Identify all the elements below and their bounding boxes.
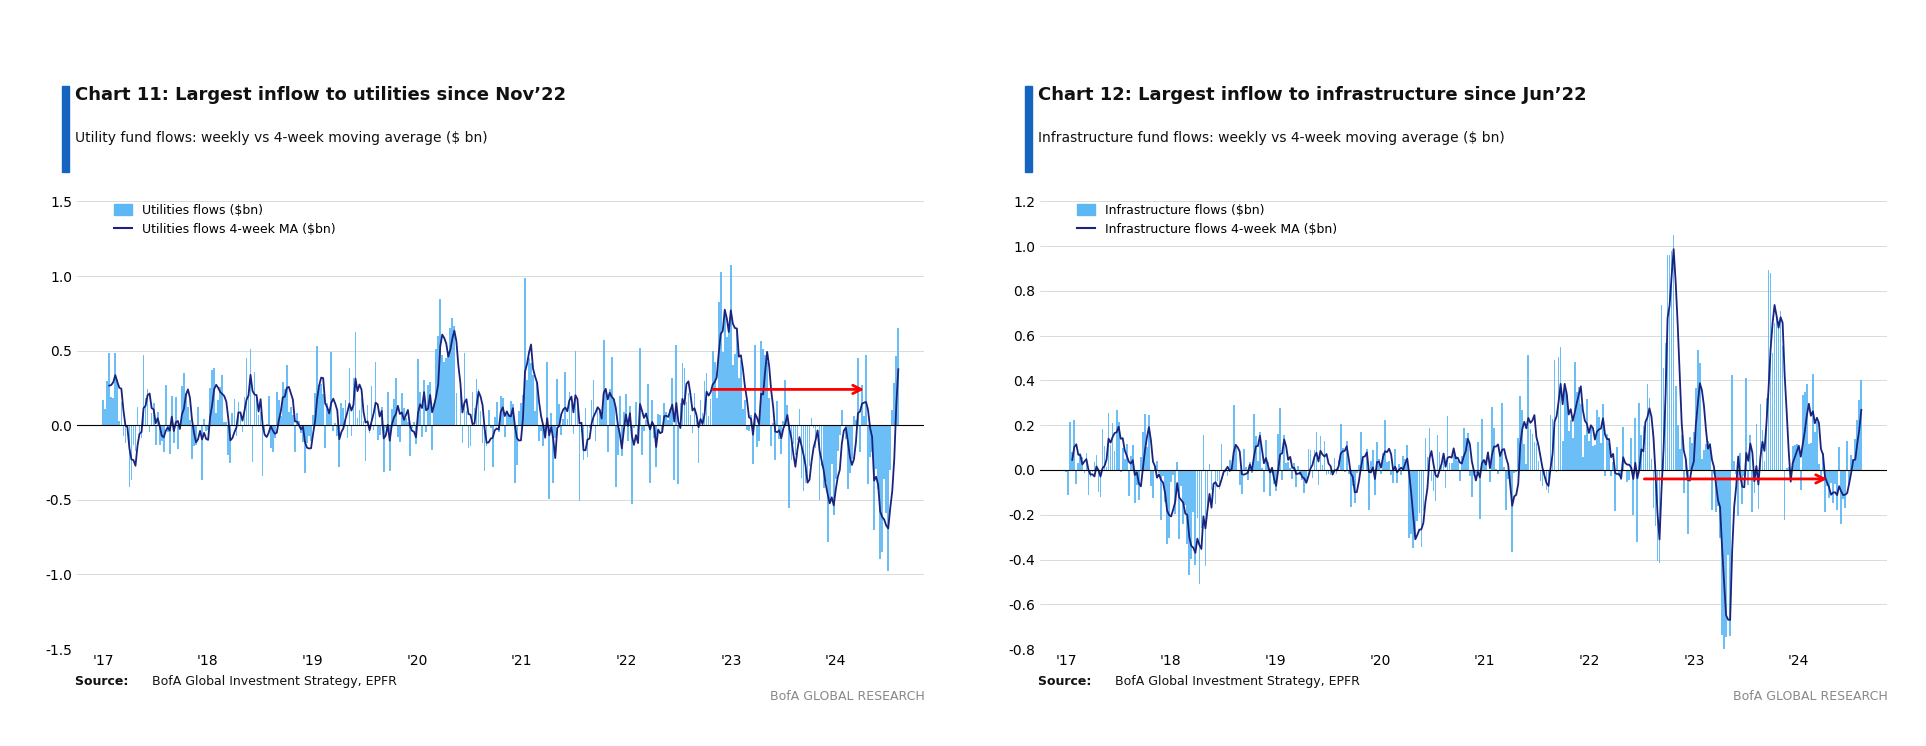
Legend: Utilities flows ($bn), Utilities flows 4-week MA ($bn): Utilities flows ($bn), Utilities flows 4…	[108, 198, 341, 241]
Text: BofA Global Investment Strategy, EPFR: BofA Global Investment Strategy, EPFR	[1115, 675, 1360, 688]
Text: BofA GLOBAL RESEARCH: BofA GLOBAL RESEARCH	[1733, 690, 1887, 703]
Text: Utility fund flows: weekly vs 4-week moving average ($ bn): Utility fund flows: weekly vs 4-week mov…	[75, 131, 487, 145]
Text: Chart 12: Largest inflow to infrastructure since Jun’22: Chart 12: Largest inflow to infrastructu…	[1038, 86, 1587, 104]
Text: BofA GLOBAL RESEARCH: BofA GLOBAL RESEARCH	[770, 690, 924, 703]
Legend: Infrastructure flows ($bn), Infrastructure flows 4-week MA ($bn): Infrastructure flows ($bn), Infrastructu…	[1071, 198, 1342, 241]
Text: Source:: Source:	[1038, 675, 1096, 688]
Text: Infrastructure fund flows: weekly vs 4-week moving average ($ bn): Infrastructure fund flows: weekly vs 4-w…	[1038, 131, 1504, 145]
Text: BofA Global Investment Strategy, EPFR: BofA Global Investment Strategy, EPFR	[152, 675, 397, 688]
Text: Source:: Source:	[75, 675, 133, 688]
Text: Chart 11: Largest inflow to utilities since Nov’22: Chart 11: Largest inflow to utilities si…	[75, 86, 566, 104]
